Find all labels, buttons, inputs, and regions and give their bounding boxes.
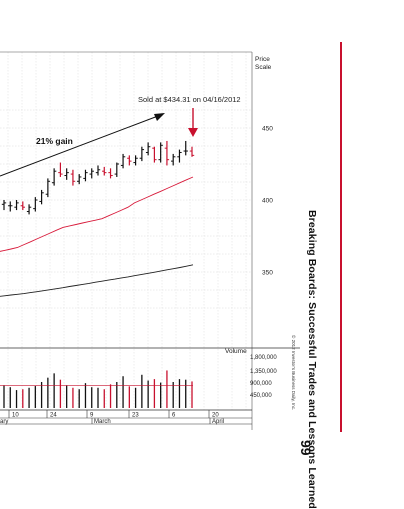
price-bar [51,168,57,186]
price-bar [70,169,76,186]
gain-arrowhead [154,113,165,121]
axis-labels: Price Scale Volume 350 400 450 1,800,000 1,3… [0,56,277,425]
price-bar [58,162,63,177]
moving-averages [0,176,194,297]
volume-tick-label: 1,800,000 [250,355,277,361]
price-bar [145,142,151,156]
y-tick-label: 350 [262,270,273,277]
price-bar [139,146,145,162]
sell-arrow-icon [188,128,198,137]
x-day-label: 23 [132,413,139,419]
price-bar [152,146,157,163]
price-bar [8,201,13,212]
price-bar [108,168,113,179]
volume-bars [0,370,193,408]
price-bar [83,169,88,182]
x-month-label: March [94,419,111,425]
copyright-notice: © 2012 Investor's Business Daily, Inc. [291,335,296,411]
price-bar [158,142,163,163]
price-bar [171,153,176,166]
annotations: 21% gain Sold at $434.31 on 04/16/2012 [0,95,241,177]
price-bar [102,166,107,176]
price-scale-label-line2: Scale [255,64,272,71]
x-month-label: April [212,419,224,425]
page-number: 99 [298,440,314,456]
y-tick-label: 400 [262,198,273,205]
price-bar [20,201,25,211]
price-bar [177,149,182,163]
price-bars [1,140,195,215]
x-day-label: 6 [172,413,176,419]
price-bar [39,189,44,205]
ma-200-line [0,264,194,297]
gain-label: 21% gain [36,136,73,146]
price-bar [33,197,38,212]
price-bar [89,168,94,179]
price-bar [183,140,188,156]
price-bar [120,153,126,169]
price-bar [14,200,19,211]
x-month-label: ary [0,419,8,425]
x-day-label: 9 [90,413,94,419]
volume-tick-label: 900,000 [250,381,272,387]
volume-tick-label: 450,000 [250,393,272,399]
price-bar [95,165,101,176]
volume-label: Volume [225,348,247,355]
price-bar [64,168,69,180]
ma-50-line [0,176,194,252]
price-scale-label-line1: Price [255,56,270,63]
x-day-label: 20 [212,413,219,419]
volume-tick-label: 1,350,000 [250,369,277,375]
x-day-label: 10 [12,413,19,419]
stock-chart: Price Scale Volume 350 400 450 1,800,000 1,3… [0,51,300,430]
y-tick-label: 450 [262,126,273,133]
price-bar [189,146,195,157]
price-bar [114,162,119,177]
sell-label: Sold at $434.31 on 04/16/2012 [138,95,241,104]
price-bar [77,174,82,185]
x-day-label: 24 [50,413,57,419]
price-bar [164,140,170,166]
running-title: Breaking Boards: Successful Trades and L… [306,210,318,509]
chart-grid [0,52,252,410]
price-bar [127,155,132,166]
price-bar [133,155,138,166]
price-bar [45,178,51,198]
page-accent-rule [340,42,342,432]
price-bar [1,200,7,211]
price-bar [26,204,32,215]
